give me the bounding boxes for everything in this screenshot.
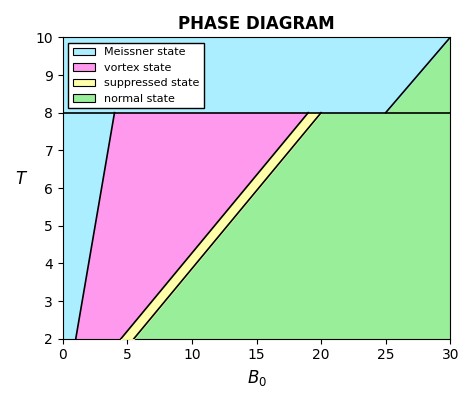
Title: PHASE DIAGRAM: PHASE DIAGRAM (178, 15, 335, 33)
Y-axis label: $\it{T}$: $\it{T}$ (15, 170, 28, 188)
Legend: Meissner state, vortex state, suppressed state, normal state: Meissner state, vortex state, suppressed… (68, 43, 204, 108)
X-axis label: $B_0$: $B_0$ (246, 368, 266, 388)
